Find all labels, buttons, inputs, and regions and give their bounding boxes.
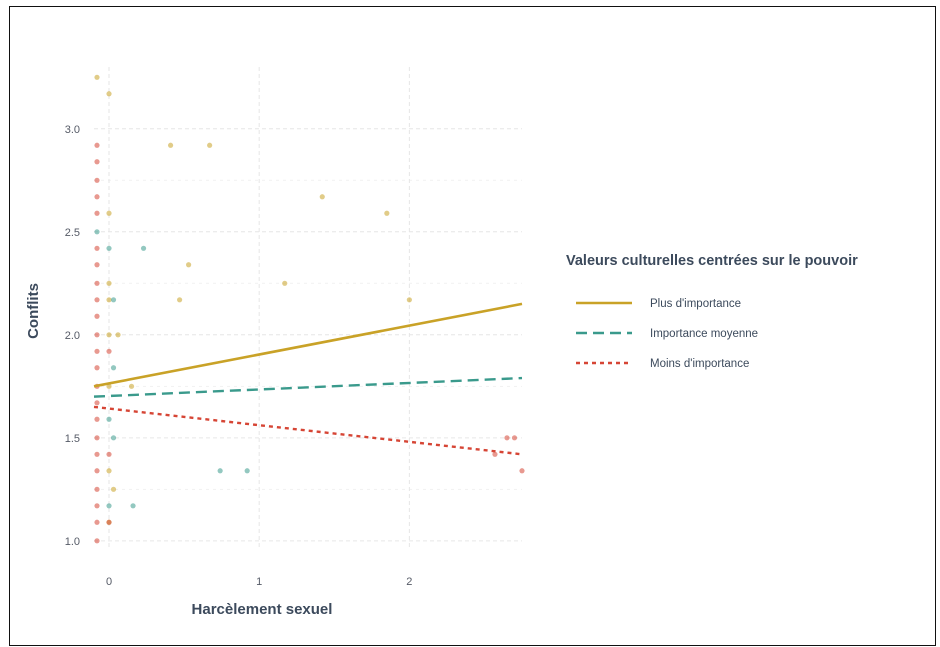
y-tick-label: 3.0 xyxy=(65,124,80,136)
data-point xyxy=(504,435,510,441)
data-point xyxy=(186,262,192,268)
data-point xyxy=(282,280,288,286)
data-point xyxy=(110,365,117,371)
data-point xyxy=(94,519,100,525)
data-point xyxy=(106,416,112,422)
chart-frame: 1.0 1.5 2.0 2.5 3.0 0 1 2 Harcèlement sexuel Co… xyxy=(9,6,936,646)
legend-label: Plus d'importance xyxy=(650,298,741,310)
data-point xyxy=(94,142,100,148)
data-point xyxy=(94,74,100,80)
data-point xyxy=(217,468,223,474)
data-point xyxy=(94,348,100,354)
axis-ticks: 1.0 1.5 2.0 2.5 3.0 0 1 2 xyxy=(65,124,413,588)
y-tick-label: 2.0 xyxy=(65,330,80,342)
data-point xyxy=(115,332,121,338)
data-point xyxy=(384,210,390,216)
y-axis-title: Conflits xyxy=(25,283,42,339)
data-point xyxy=(94,486,100,492)
data-point xyxy=(106,451,112,457)
data-point xyxy=(94,451,100,457)
data-point xyxy=(177,297,183,303)
fit-line xyxy=(93,376,523,398)
data-point xyxy=(207,142,213,148)
data-point xyxy=(106,91,112,97)
data-point xyxy=(94,400,100,406)
x-tick-label: 2 xyxy=(406,576,412,588)
data-point xyxy=(94,365,100,371)
data-point xyxy=(519,468,525,474)
data-point xyxy=(110,435,117,441)
data-point xyxy=(94,503,100,509)
legend-items: Plus d'importance Importance moyenne Moins… xyxy=(576,298,758,370)
data-point xyxy=(94,297,100,303)
data-point xyxy=(106,280,112,286)
legend-label: Importance moyenne xyxy=(650,328,758,340)
data-point xyxy=(140,245,147,251)
data-point xyxy=(94,313,100,319)
data-point xyxy=(244,468,250,474)
data-point xyxy=(94,468,100,474)
y-tick-label: 1.5 xyxy=(65,433,80,445)
data-point xyxy=(94,194,100,200)
data-point xyxy=(106,383,112,389)
data-point xyxy=(106,468,112,474)
data-point xyxy=(94,332,100,338)
data-points xyxy=(94,74,525,544)
data-point xyxy=(128,383,135,389)
data-point xyxy=(94,245,100,251)
y-tick-label: 1.0 xyxy=(65,536,80,548)
data-point xyxy=(167,142,174,148)
data-point xyxy=(511,435,518,441)
data-point xyxy=(106,503,112,509)
x-tick-label: 1 xyxy=(256,576,262,588)
legend: Valeurs culturelles centrées sur le pouv… xyxy=(566,253,858,370)
x-axis-title: Harcèlement sexuel xyxy=(192,601,333,618)
data-point xyxy=(94,538,100,544)
data-point xyxy=(110,486,117,492)
legend-title: Valeurs culturelles centrées sur le pouv… xyxy=(566,253,858,269)
data-point xyxy=(110,297,117,303)
data-point xyxy=(94,229,100,235)
chart-svg: 1.0 1.5 2.0 2.5 3.0 0 1 2 Harcèlement sexuel Co… xyxy=(25,67,858,618)
data-point xyxy=(94,262,100,268)
data-point xyxy=(94,416,100,422)
data-point xyxy=(106,348,112,354)
data-point xyxy=(94,280,100,286)
fit-line xyxy=(93,405,523,456)
grid xyxy=(94,67,522,547)
data-point xyxy=(106,297,112,303)
data-point xyxy=(130,503,136,509)
data-point xyxy=(106,245,112,251)
fit-lines xyxy=(93,302,523,456)
y-tick-label: 2.5 xyxy=(65,227,80,239)
data-point xyxy=(94,210,100,216)
data-point xyxy=(94,159,100,165)
data-point xyxy=(106,332,112,338)
data-point xyxy=(319,194,325,200)
data-point xyxy=(94,177,100,183)
data-point xyxy=(492,451,498,457)
data-point xyxy=(106,519,112,525)
data-point xyxy=(406,297,412,303)
data-point xyxy=(94,435,100,441)
legend-label: Moins d'importance xyxy=(650,358,749,370)
x-tick-label: 0 xyxy=(106,576,112,588)
data-point xyxy=(106,210,112,216)
fit-line xyxy=(93,302,523,388)
